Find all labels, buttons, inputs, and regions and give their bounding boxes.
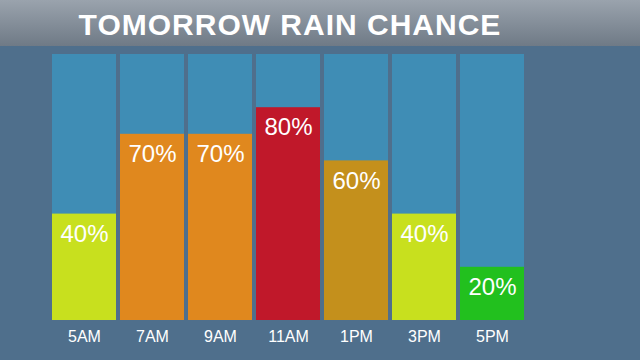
svg-text:80%: 80% <box>264 113 312 140</box>
svg-text:40%: 40% <box>400 220 448 247</box>
svg-text:3PM: 3PM <box>408 328 441 345</box>
svg-text:11AM: 11AM <box>268 328 309 345</box>
svg-text:1PM: 1PM <box>340 328 373 345</box>
svg-text:5AM: 5AM <box>68 328 101 345</box>
svg-text:70%: 70% <box>128 140 176 167</box>
html-text:TOMORROW RAIN CHANCE: TOMORROW RAIN CHANCE <box>78 8 502 41</box>
svg-text:20%: 20% <box>468 273 516 300</box>
svg-text:5PM: 5PM <box>476 328 509 345</box>
svg-text:40%: 40% <box>60 220 108 247</box>
svg-text:60%: 60% <box>332 167 380 194</box>
svg-text:9AM: 9AM <box>204 328 237 345</box>
svg-text:7AM: 7AM <box>136 328 169 345</box>
svg-text:70%: 70% <box>196 140 244 167</box>
